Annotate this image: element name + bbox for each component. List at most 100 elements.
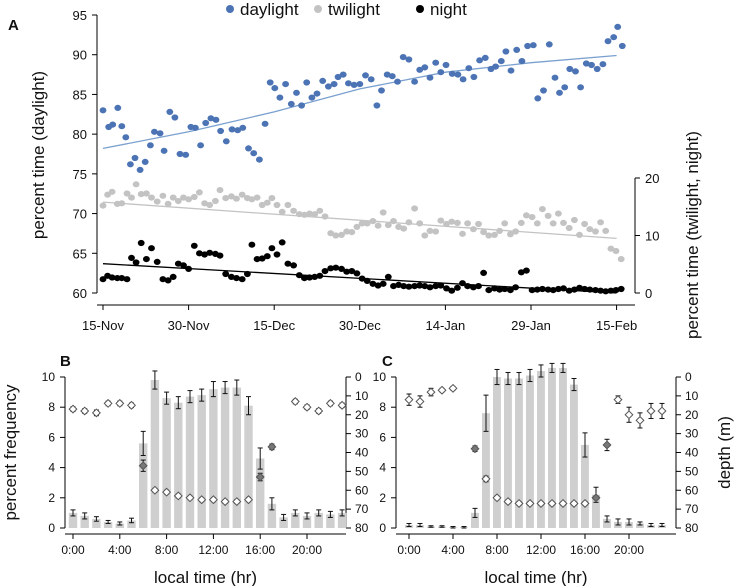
panel-a-letter: A <box>8 17 19 34</box>
x-tick-label: 12:00 <box>198 543 228 557</box>
x-tick-label: 0:00 <box>397 543 421 557</box>
twilight-point <box>475 220 482 228</box>
depth-marker <box>91 408 101 418</box>
daylight-point <box>394 78 401 85</box>
night-point <box>190 242 198 249</box>
left-tick-label: 0 <box>379 521 386 535</box>
depth-marker <box>657 406 667 416</box>
depth-marker <box>150 485 160 495</box>
daylight-point <box>109 121 117 128</box>
right-tick-label: 0 <box>645 286 652 301</box>
night-point <box>379 280 387 287</box>
daylight-point <box>303 79 311 86</box>
daylight-point <box>540 87 547 94</box>
night-point <box>327 265 335 272</box>
depth-marker <box>290 397 300 407</box>
daylight-point <box>421 64 429 71</box>
twilight-point <box>143 190 150 197</box>
night-point <box>332 264 340 271</box>
depth-marker <box>547 498 557 508</box>
twilight-legend-marker <box>314 5 322 13</box>
depth-marker <box>103 398 113 408</box>
twilight-point <box>311 211 319 218</box>
frequency-bar <box>291 512 300 528</box>
daylight-point <box>545 41 553 48</box>
x-tick-label: 12:00 <box>526 543 556 557</box>
daylight-point <box>330 81 338 88</box>
depth-marker <box>138 461 148 471</box>
twilight-point <box>118 200 126 207</box>
twilight-point <box>581 220 588 228</box>
night-point <box>528 287 536 294</box>
night-point <box>491 285 498 292</box>
night-point <box>273 251 281 258</box>
twilight-trend-line <box>102 201 617 240</box>
night-point <box>426 284 434 291</box>
frequency-bar <box>185 396 195 528</box>
night-point <box>560 285 567 292</box>
daylight-point <box>298 102 305 109</box>
daylight-point <box>588 61 595 69</box>
frequency-bar <box>197 395 206 528</box>
x-tick-label: 20:00 <box>614 543 644 557</box>
daylight-point <box>507 67 515 74</box>
right-tick-label: 70 <box>355 502 369 516</box>
right-tick-label: 30 <box>685 427 699 441</box>
twilight-point <box>612 247 620 255</box>
night-point <box>278 239 286 246</box>
daylight-point <box>459 76 467 83</box>
twilight-point <box>132 181 140 188</box>
daylight-point <box>502 48 510 55</box>
left-tick-label: 75 <box>73 167 87 182</box>
daylight-point <box>388 73 396 80</box>
twilight-point <box>374 222 382 229</box>
twilight-point <box>523 212 530 219</box>
twilight-point <box>216 187 224 194</box>
night-point <box>512 284 519 291</box>
left-tick-label: 10 <box>42 370 56 384</box>
daylight-point <box>476 57 483 64</box>
panel-b-letter: B <box>60 353 71 370</box>
frequency-bar <box>302 515 312 528</box>
left-tick-label: 2 <box>48 491 55 505</box>
frequency-bar <box>209 389 218 528</box>
right-tick-label: 20 <box>685 408 699 422</box>
daylight-point <box>245 145 252 152</box>
depth-marker <box>591 493 601 503</box>
twilight-point <box>400 225 408 232</box>
daylight-point <box>228 126 236 133</box>
daylight-point <box>405 56 413 63</box>
panel-c: 0 2 4 6 8 10 0 10 20 30 40 50 60 70 80 0:00 4:00 8:00 12:0… <box>373 362 734 586</box>
frequency-bar <box>92 518 101 528</box>
night-point <box>533 286 541 293</box>
frequency-bar <box>115 523 124 528</box>
daylight-point <box>492 63 499 70</box>
night-point <box>523 267 530 274</box>
night-point <box>233 275 240 282</box>
daylight-point <box>256 156 263 163</box>
frequency-bar <box>267 503 277 528</box>
twilight-point <box>448 218 456 225</box>
twilight-point <box>148 194 155 201</box>
x-tick-label: 15-Dec <box>253 318 295 333</box>
daylight-point <box>416 66 424 73</box>
frequency-bar <box>232 387 241 528</box>
depth-marker <box>569 498 579 508</box>
twilight-point <box>258 201 266 209</box>
twilight-point <box>586 226 594 233</box>
x-tick-label: 16:00 <box>245 543 275 557</box>
daylight-point <box>604 38 612 45</box>
left-tick-label: 65 <box>73 246 87 261</box>
depth-marker <box>426 387 436 397</box>
depth-marker <box>536 498 546 508</box>
twilight-point <box>405 219 413 226</box>
x-tick-label: 8:00 <box>155 543 179 557</box>
left-tick-label: 90 <box>73 48 87 63</box>
x-axis-title: local time (hr) <box>154 568 257 586</box>
night-point <box>316 272 324 279</box>
daylight-point <box>282 81 289 88</box>
depth-marker <box>255 472 265 482</box>
twilight-point <box>206 201 214 209</box>
depth-marker <box>162 487 172 497</box>
twilight-point <box>290 207 297 214</box>
